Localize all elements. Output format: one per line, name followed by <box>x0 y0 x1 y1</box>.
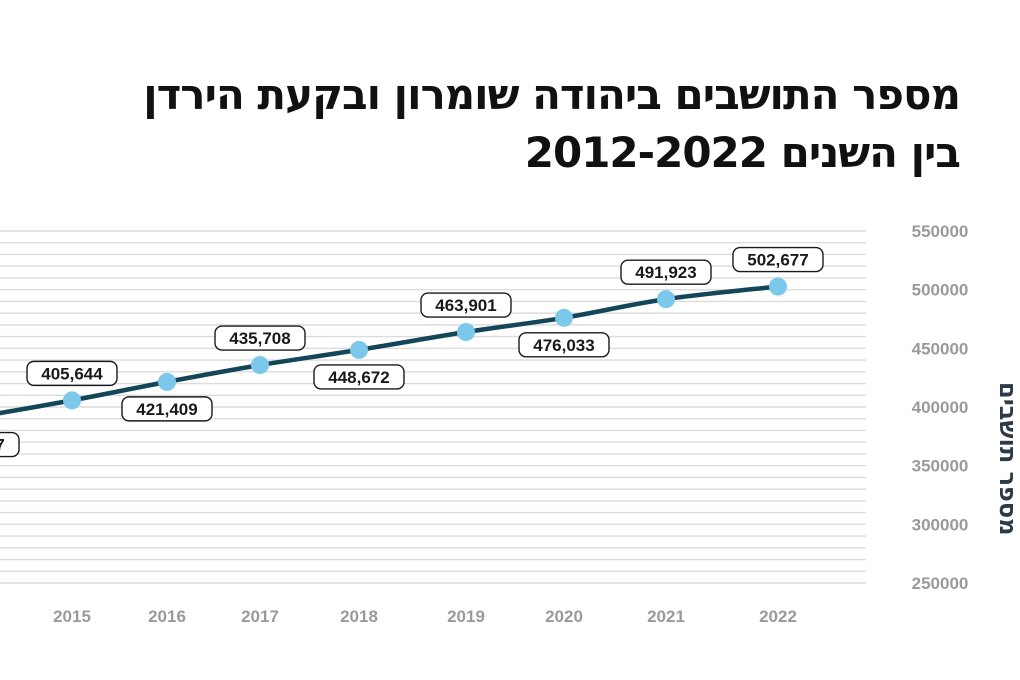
data-label-box <box>518 332 610 358</box>
y-axis-ticks: 550000 500000 450000 400000 350000 300000 2500… <box>912 222 969 593</box>
data-point <box>769 277 787 296</box>
data-label: 502,677 <box>732 246 824 273</box>
data-point <box>657 290 675 309</box>
data-label-text: 405,644 <box>41 364 103 383</box>
data-label: 405,644 <box>26 360 118 387</box>
y-tick-label: 250000 <box>912 574 969 593</box>
y-axis-label: מספר תושבים <box>994 382 1020 536</box>
data-label-box <box>620 259 712 285</box>
x-tick-label: 2020 <box>545 607 583 626</box>
data-point <box>63 391 81 410</box>
x-tick-label: 2017 <box>241 607 279 626</box>
x-tick-label: 2022 <box>759 607 797 626</box>
data-point <box>251 356 269 375</box>
data-label: 476,033 <box>518 332 610 358</box>
y-tick-label: 400000 <box>912 398 969 417</box>
data-label: 435,708 <box>214 325 306 351</box>
data-labels: 391,027 405,644 421,409 435,708 448,672 463,9… <box>0 246 824 458</box>
x-axis-ticks: 201420152016201720182019202020212022 <box>53 607 797 626</box>
data-label-text: 476,033 <box>533 336 594 355</box>
data-point <box>350 340 368 359</box>
x-tick-label: 2021 <box>647 607 685 626</box>
data-label-box <box>0 431 20 458</box>
data-label-box <box>732 246 824 273</box>
data-label-box <box>313 364 405 390</box>
data-label-text: 421,409 <box>136 400 197 419</box>
x-tick-label: 2015 <box>53 607 91 626</box>
x-tick-label: 2018 <box>340 607 378 626</box>
data-label-text: 391,027 <box>0 436 5 455</box>
data-label: 463,901 <box>420 292 512 318</box>
data-label-box <box>420 292 512 318</box>
data-label-text: 448,672 <box>328 368 389 387</box>
data-label: 491,923 <box>620 259 712 285</box>
y-tick-label: 450000 <box>912 339 969 358</box>
data-label-box <box>26 360 118 387</box>
data-label-box <box>121 396 213 422</box>
data-label: 391,027 <box>0 431 20 458</box>
y-tick-label: 550000 <box>912 222 969 241</box>
x-tick-label: 2016 <box>148 607 186 626</box>
data-label-text: 463,901 <box>435 296 496 315</box>
chart-title-line-1: מספר התושבים ביהודה שומרון ובקעת הירדן <box>143 70 961 119</box>
data-point <box>457 323 475 342</box>
chart-title-line-2: בין השנים 2012-2022 <box>524 128 961 177</box>
data-point <box>158 372 176 391</box>
data-label: 448,672 <box>313 364 405 390</box>
data-label: 421,409 <box>121 396 213 422</box>
series-group <box>0 277 787 416</box>
x-tick-label: 2019 <box>447 607 485 626</box>
data-label-text: 502,677 <box>747 251 808 270</box>
gridlines <box>0 230 866 584</box>
y-tick-label: 500000 <box>912 281 969 300</box>
y-tick-label: 300000 <box>912 515 969 534</box>
data-label-box <box>214 325 306 351</box>
data-label-text: 491,923 <box>635 263 696 282</box>
data-point <box>555 308 573 327</box>
data-label-text: 435,708 <box>229 329 290 348</box>
y-tick-label: 350000 <box>912 457 969 476</box>
